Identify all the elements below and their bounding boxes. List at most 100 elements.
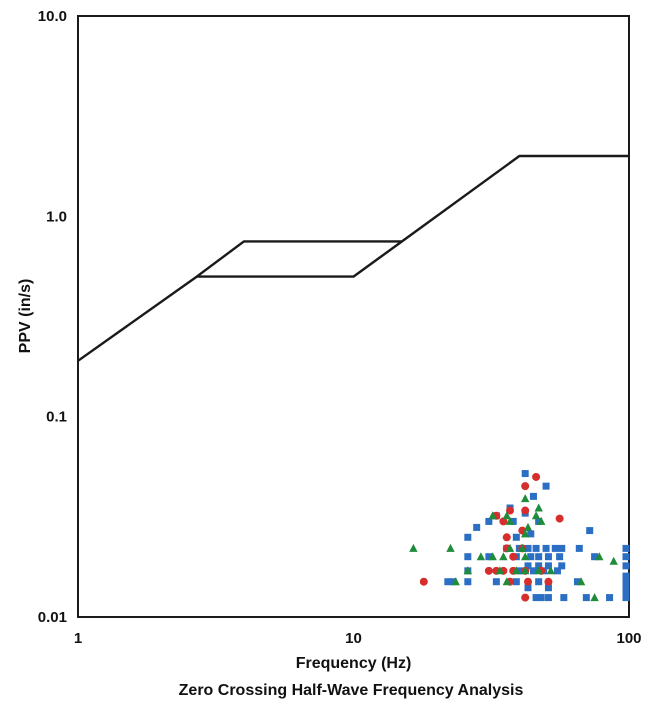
y-tick-label: 1.0 xyxy=(46,208,67,225)
data-point-square xyxy=(521,470,529,478)
data-point-triangle xyxy=(523,522,533,531)
data-point-square xyxy=(622,594,630,602)
data-point-triangle xyxy=(512,566,521,575)
data-point-triangle xyxy=(595,552,604,561)
y-tick-label: 0.01 xyxy=(38,609,67,626)
data-point-triangle xyxy=(590,593,599,602)
data-point-triangle xyxy=(537,516,546,525)
data-point-triangle xyxy=(534,503,543,512)
data-point-square xyxy=(544,562,552,570)
chart-subtitle: Zero Crossing Half-Wave Frequency Analys… xyxy=(179,682,524,699)
data-point-square xyxy=(527,530,535,538)
data-point-circle xyxy=(509,552,518,561)
data-point-triangle xyxy=(546,566,555,575)
x-tick-label: 100 xyxy=(616,630,641,647)
data-point-square xyxy=(524,584,532,592)
x-axis-title: Frequency (Hz) xyxy=(296,655,412,672)
data-point-triangle xyxy=(521,552,530,561)
data-point-square xyxy=(492,578,500,586)
data-point-triangle xyxy=(521,494,530,503)
data-point-triangle xyxy=(521,529,530,538)
data-point-square xyxy=(535,553,543,561)
data-point-square xyxy=(560,594,568,602)
data-point-triangle xyxy=(495,566,505,575)
data-point-square xyxy=(485,553,493,561)
data-point-square xyxy=(532,594,540,602)
data-point-triangle xyxy=(502,577,511,586)
data-point-square xyxy=(622,544,630,552)
data-point-square xyxy=(558,544,566,552)
data-point-square xyxy=(535,517,543,525)
data-point-square xyxy=(622,562,630,570)
data-point-square xyxy=(444,578,452,586)
data-point-triangle xyxy=(531,511,541,520)
data-point-square xyxy=(464,578,472,586)
data-point-circle xyxy=(502,533,511,542)
data-point-triangle xyxy=(446,543,455,552)
data-point-square xyxy=(553,567,561,575)
data-point-triangle xyxy=(451,577,460,586)
data-point-circle xyxy=(521,593,530,602)
data-point-circle xyxy=(419,577,428,586)
y-tick-label: 0.1 xyxy=(46,409,67,426)
data-point-triangle xyxy=(409,543,418,552)
data-point-square xyxy=(473,523,481,531)
x-tick-label: 1 xyxy=(74,630,82,647)
data-point-circle xyxy=(555,514,564,523)
data-point-square xyxy=(542,482,550,490)
data-point-square xyxy=(556,553,564,561)
data-point-triangle xyxy=(609,556,618,565)
data-point-triangle xyxy=(576,577,586,586)
data-point-triangle xyxy=(518,543,527,552)
data-point-square xyxy=(537,594,545,602)
data-point-square xyxy=(535,578,543,586)
data-point-square xyxy=(524,544,532,552)
data-point-square xyxy=(544,594,552,602)
data-point-circle xyxy=(521,482,530,491)
data-point-square xyxy=(485,517,493,525)
data-point-square xyxy=(622,578,630,586)
data-point-square xyxy=(606,594,614,602)
data-point-square xyxy=(524,562,532,570)
data-point-square xyxy=(532,544,540,552)
data-point-square xyxy=(586,527,594,535)
data-point-triangle xyxy=(505,516,515,525)
data-point-triangle xyxy=(505,543,515,552)
data-point-square xyxy=(575,544,583,552)
data-point-triangle xyxy=(534,566,543,575)
data-point-square xyxy=(542,544,550,552)
data-point-square xyxy=(449,578,457,586)
limit-line-1 xyxy=(77,154,629,362)
data-point-circle xyxy=(521,506,530,515)
data-point-square xyxy=(529,492,537,500)
data-point-triangle xyxy=(502,511,511,520)
data-point-square xyxy=(509,517,517,525)
data-point-circle xyxy=(484,566,493,575)
data-point-circle xyxy=(506,506,515,515)
y-axis-title: PPV (in/s) xyxy=(17,279,34,354)
data-point-square xyxy=(544,553,552,561)
data-point-triangle xyxy=(476,552,486,561)
limit-line-2 xyxy=(196,240,403,278)
y-tick-labels: 0.01 0.1 1.0 10.0 xyxy=(38,8,67,626)
data-point-square xyxy=(591,553,599,561)
data-point-circle xyxy=(499,517,508,526)
data-point-square xyxy=(551,544,559,552)
data-point-square xyxy=(622,584,630,592)
data-point-circle xyxy=(532,472,541,481)
data-point-square xyxy=(464,533,472,541)
data-point-square xyxy=(544,584,552,592)
data-point-square xyxy=(464,553,472,561)
x-tick-label: 10 xyxy=(345,630,362,647)
data-point-circle xyxy=(544,577,553,586)
data-point-square xyxy=(515,567,523,575)
x-tick-labels: 1 10 100 xyxy=(74,630,642,647)
data-point-square xyxy=(512,578,520,586)
data-point-square xyxy=(512,533,520,541)
data-point-triangle xyxy=(463,566,472,575)
data-point-square xyxy=(582,594,590,602)
y-tick-label: 10.0 xyxy=(38,8,67,25)
data-point-square xyxy=(535,562,543,570)
data-point-triangle xyxy=(521,566,530,575)
